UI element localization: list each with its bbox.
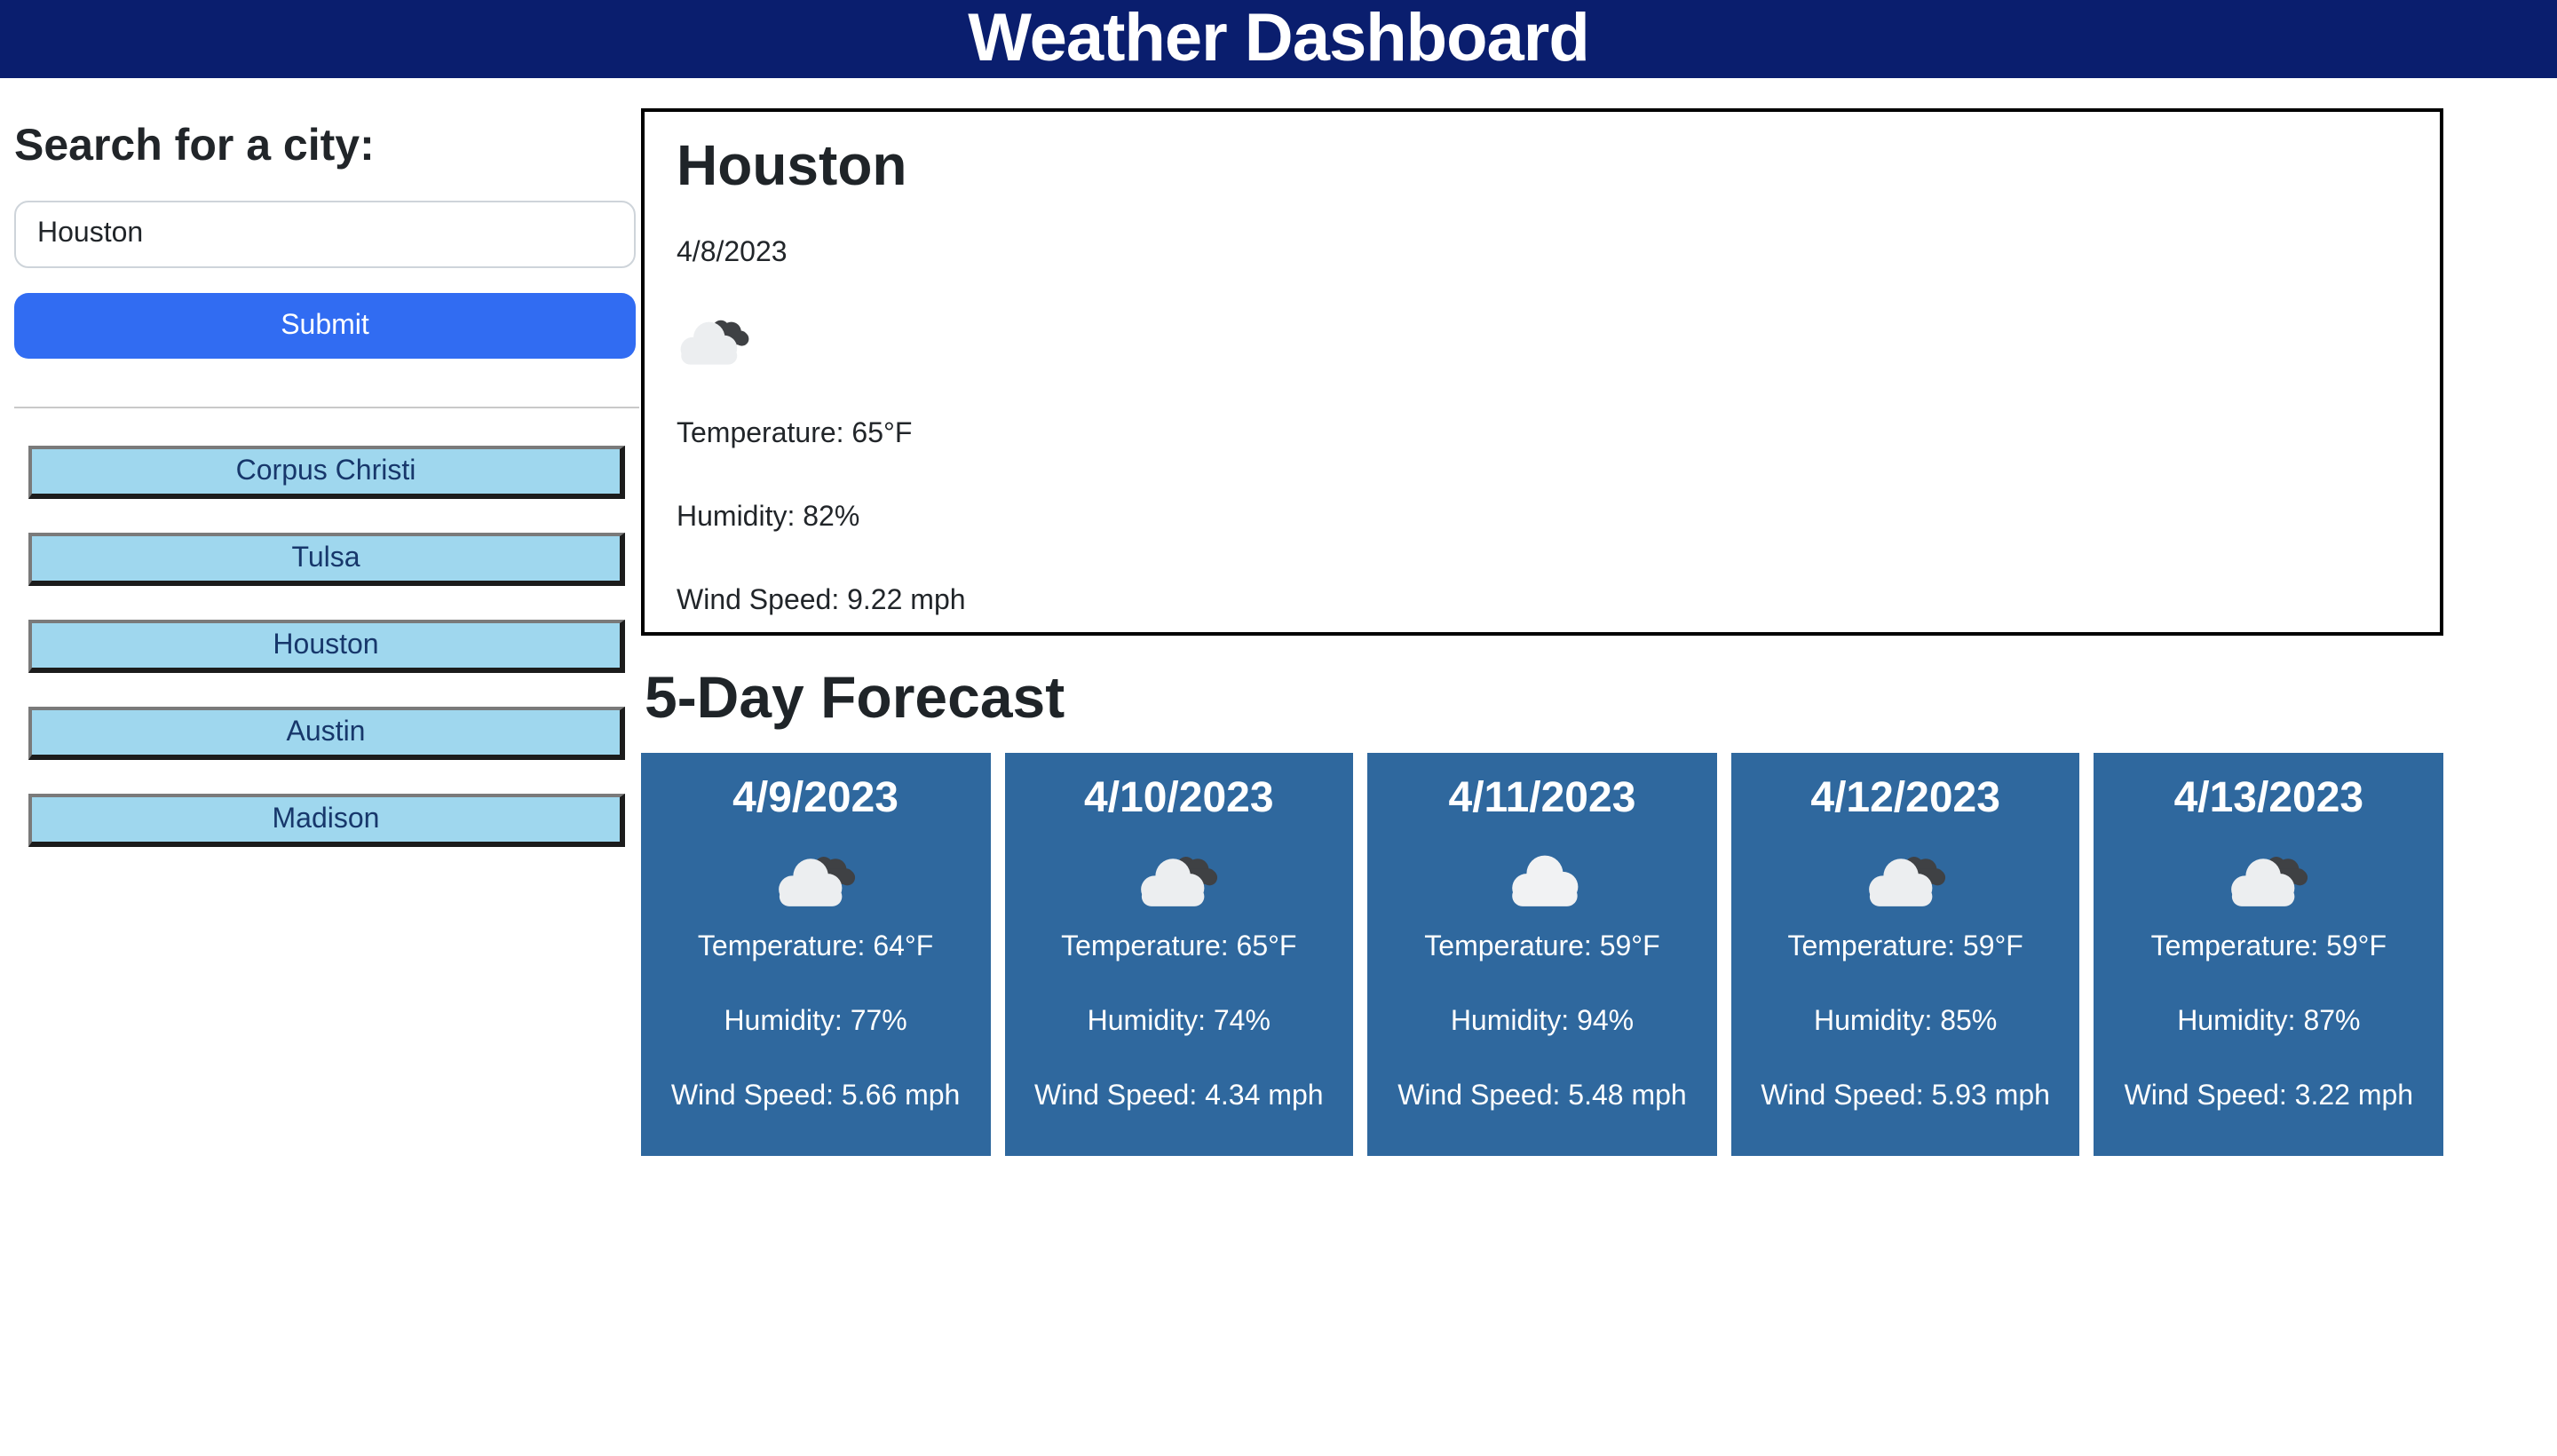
forecast-card-day3: 4/11/2023 Temperature: 59°F Humidity: 94…	[1367, 753, 1717, 1156]
city-search-input[interactable]	[14, 201, 636, 268]
forecast-card-day5: 4/13/2023 Temperature: 59°F Humidity: 87…	[2094, 753, 2443, 1156]
current-humidity: Humidity: 82%	[677, 502, 860, 533]
current-temperature: Temperature: 65°F	[677, 419, 913, 449]
content-layout: Search for a city: Submit Corpus Christi…	[0, 78, 2557, 1156]
forecast-humidity: Humidity: 77%	[724, 1007, 907, 1037]
search-history-list: Corpus Christi Tulsa Houston Austin Madi…	[14, 446, 641, 847]
broken-clouds-icon	[677, 313, 751, 368]
forecast-wind-speed: Wind Speed: 5.48 mph	[1397, 1081, 1687, 1112]
search-label: Search for a city:	[14, 121, 375, 170]
forecast-wind-speed: Wind Speed: 3.22 mph	[2124, 1081, 2414, 1112]
forecast-card-day1: 4/9/2023 Temperature: 64°F Humidity: 77%…	[641, 753, 991, 1156]
forecast-temperature: Temperature: 59°F	[2150, 932, 2387, 962]
forecast-date: 4/10/2023	[1084, 774, 1274, 822]
broken-clouds-icon	[1137, 849, 1221, 909]
forecast-humidity: Humidity: 74%	[1087, 1007, 1271, 1037]
forecast-row: 4/9/2023 Temperature: 64°F Humidity: 77%…	[641, 753, 2443, 1156]
forecast-card-day2: 4/10/2023 Temperature: 65°F Humidity: 74…	[1004, 753, 1354, 1156]
history-button-houston[interactable]: Houston	[28, 620, 625, 673]
current-date: 4/8/2023	[677, 238, 788, 268]
sidebar: Search for a city: Submit Corpus Christi…	[0, 78, 641, 847]
forecast-title: 5-Day Forecast	[645, 664, 1065, 730]
broken-clouds-icon	[774, 849, 858, 909]
forecast-temperature: Temperature: 59°F	[1424, 932, 1660, 962]
app-title: Weather Dashboard	[968, 1, 1590, 75]
forecast-wind-speed: Wind Speed: 4.34 mph	[1034, 1081, 1324, 1112]
forecast-temperature: Temperature: 65°F	[1061, 932, 1297, 962]
current-weather-card: Houston 4/8/2023 Temperature: 65°F Humid…	[641, 108, 2443, 636]
history-button-austin[interactable]: Austin	[28, 707, 625, 760]
forecast-wind-speed: Wind Speed: 5.93 mph	[1761, 1081, 2050, 1112]
current-city-name: Houston	[677, 133, 907, 197]
broken-clouds-icon	[2227, 849, 2310, 909]
sidebar-divider	[14, 407, 639, 408]
main-area: Houston 4/8/2023 Temperature: 65°F Humid…	[641, 78, 2557, 1156]
forecast-date: 4/12/2023	[1810, 774, 2000, 822]
current-wind-speed: Wind Speed: 9.22 mph	[677, 586, 966, 616]
forecast-humidity: Humidity: 94%	[1450, 1007, 1635, 1037]
forecast-date: 4/11/2023	[1448, 774, 1636, 822]
forecast-card-day4: 4/12/2023 Temperature: 59°F Humidity: 85…	[1730, 753, 2080, 1156]
history-button-corpus-christi[interactable]: Corpus Christi	[28, 446, 625, 499]
forecast-date: 4/9/2023	[732, 774, 899, 822]
history-button-madison[interactable]: Madison	[28, 794, 625, 847]
forecast-wind-speed: Wind Speed: 5.66 mph	[670, 1081, 961, 1112]
history-button-tulsa[interactable]: Tulsa	[28, 533, 625, 586]
submit-button[interactable]: Submit	[14, 293, 636, 359]
app-header: Weather Dashboard	[0, 0, 2557, 78]
forecast-date: 4/13/2023	[2173, 774, 2364, 822]
broken-clouds-icon	[1864, 849, 1947, 909]
forecast-humidity: Humidity: 85%	[1814, 1007, 1998, 1037]
forecast-temperature: Temperature: 59°F	[1787, 932, 2023, 962]
cloud-icon	[1500, 849, 1584, 909]
forecast-humidity: Humidity: 87%	[2177, 1007, 2361, 1037]
forecast-temperature: Temperature: 64°F	[697, 932, 934, 962]
